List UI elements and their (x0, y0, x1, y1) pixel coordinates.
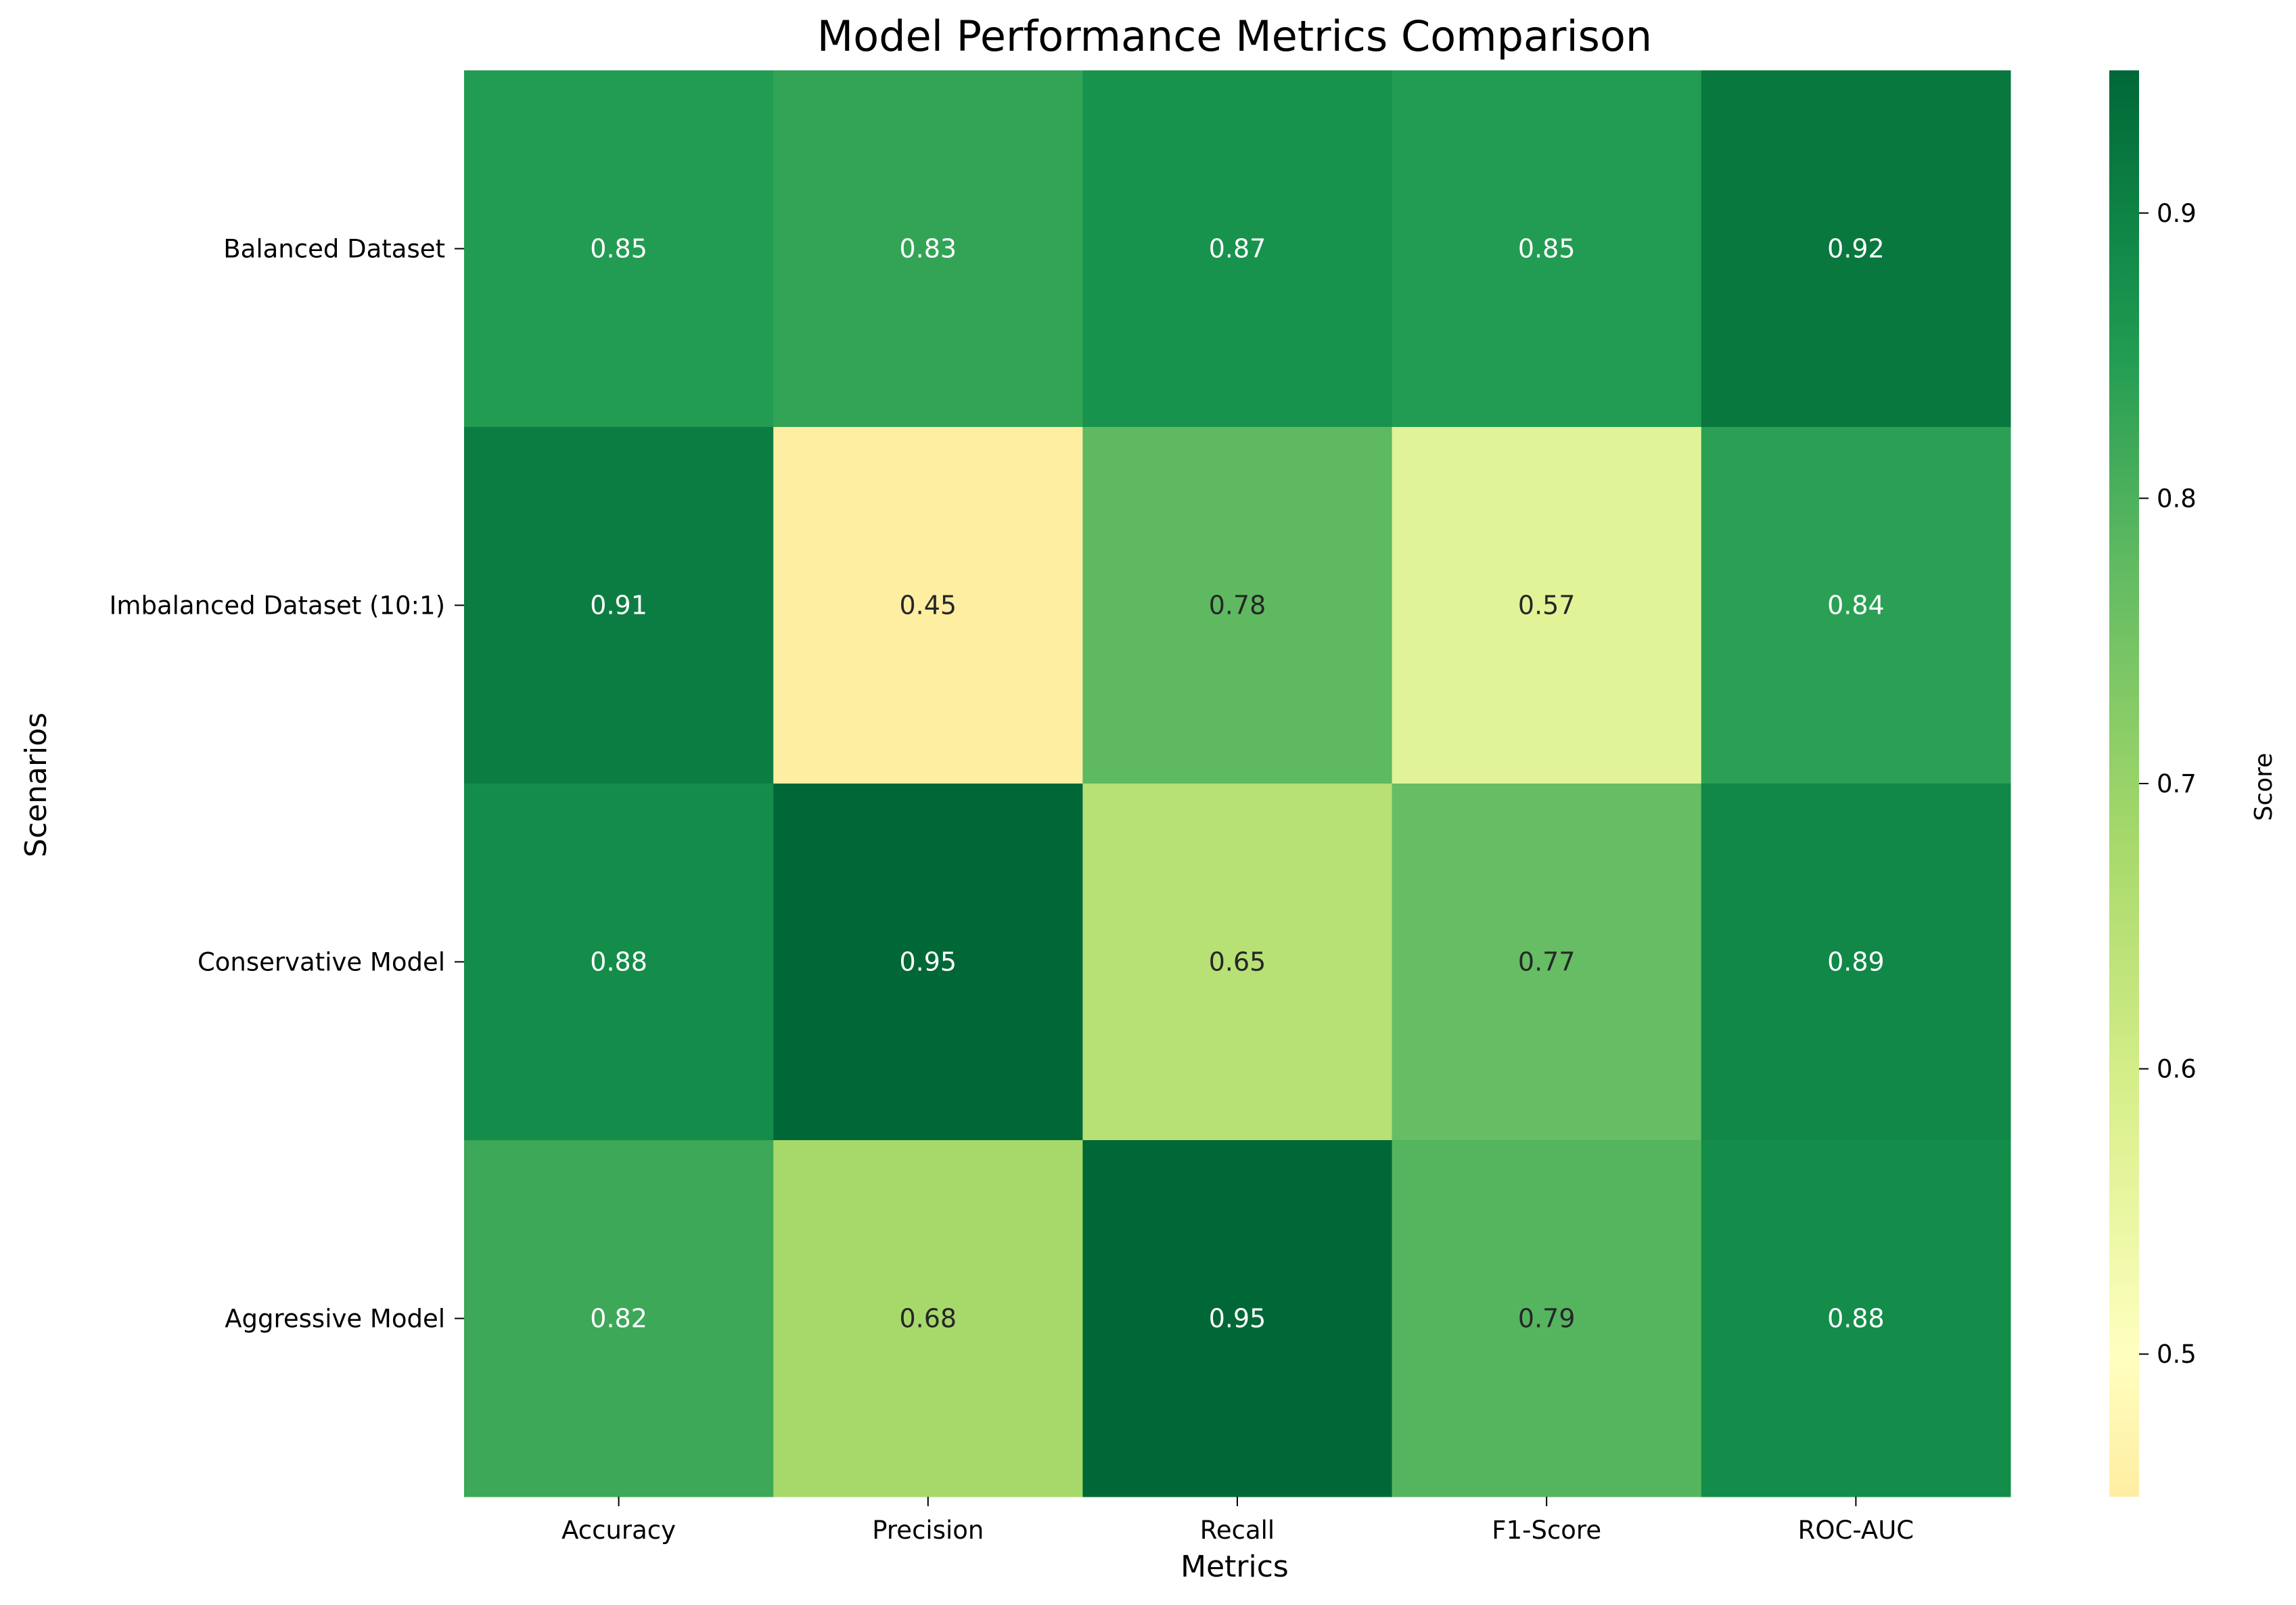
heatmap-cell (1392, 427, 1702, 784)
heatmap-cell (1392, 784, 1702, 1141)
colorbar-tick-label: 0.8 (2157, 484, 2197, 513)
cell-value-label: 0.85 (1518, 234, 1576, 264)
cell-value-label: 0.57 (1518, 591, 1576, 620)
heatmap-cell (773, 784, 1083, 1141)
colorbar-tick-label: 0.7 (2157, 769, 2197, 798)
y-tick-label: Balanced Dataset (223, 235, 445, 264)
y-axis-label: Scenarios (19, 713, 53, 857)
colorbar-tick-label: 0.9 (2157, 199, 2197, 228)
cell-value-label: 0.95 (899, 947, 957, 977)
cell-value-label: 0.83 (899, 234, 957, 264)
y-tick-label: Imbalanced Dataset (10:1) (110, 591, 445, 620)
heatmap-cells: 0.85 0.83 0.87 0.85 0.92 0.91 0.45 0.78 0.57 0.84… (464, 70, 2011, 1497)
cell-value-label: 0.87 (1209, 234, 1266, 264)
heatmap-cell (464, 784, 774, 1141)
heatmap-cell (1701, 427, 2011, 784)
colorbar-tick-label: 0.6 (2157, 1055, 2197, 1084)
cell-value-label: 0.84 (1827, 591, 1885, 620)
y-axis: Balanced Dataset Imbalanced Dataset (10:1… (110, 235, 464, 1334)
cell-value-label: 0.65 (1209, 947, 1266, 977)
cell-value-label: 0.77 (1518, 947, 1576, 977)
heatmap-cell (464, 427, 774, 784)
cell-value-label: 0.91 (590, 591, 647, 620)
heatmap-cell (1082, 427, 1393, 784)
heatmap-cell (1082, 1140, 1393, 1497)
x-tick-label: F1-Score (1492, 1516, 1601, 1545)
cell-value-label: 0.85 (590, 234, 647, 264)
cell-value-label: 0.82 (590, 1304, 647, 1334)
colorbar: 0.5 0.6 0.7 0.8 0.9 (2109, 70, 2197, 1497)
heatmap-cell (773, 427, 1083, 784)
cell-value-label: 0.45 (899, 591, 957, 620)
x-tick-label: Recall (1200, 1516, 1275, 1545)
cell-value-label: 0.68 (899, 1304, 957, 1334)
heatmap-cell (1082, 70, 1393, 428)
cell-value-label: 0.89 (1827, 947, 1885, 977)
colorbar-label: Score (2250, 753, 2278, 821)
colorbar-gradient (2109, 70, 2139, 1497)
heatmap-cell (1701, 1140, 2011, 1497)
cell-value-label: 0.92 (1827, 234, 1885, 264)
heatmap-cell (773, 1140, 1083, 1497)
heatmap-cell (1701, 70, 2011, 428)
heatmap-cell (464, 70, 774, 428)
cell-value-label: 0.78 (1209, 591, 1266, 620)
cell-value-label: 0.79 (1518, 1304, 1576, 1334)
x-tick-label: ROC-AUC (1798, 1516, 1914, 1545)
colorbar-tick-label: 0.5 (2157, 1340, 2197, 1369)
cell-value-label: 0.88 (1827, 1304, 1885, 1334)
heatmap-cell (464, 1140, 774, 1497)
heatmap-cell (773, 70, 1083, 428)
x-axis-label: Metrics (1180, 1550, 1289, 1584)
x-tick-label: Precision (872, 1516, 984, 1545)
cell-value-label: 0.88 (590, 947, 647, 977)
x-axis: Accuracy Precision Recall F1-Score ROC-AUC (561, 1497, 1914, 1545)
heatmap-cell (1701, 784, 2011, 1141)
x-tick-label: Accuracy (561, 1516, 676, 1545)
chart-title: Model Performance Metrics Comparison (817, 12, 1652, 61)
heatmap-cell (1392, 1140, 1702, 1497)
heatmap-cell (1082, 784, 1393, 1141)
y-tick-label: Aggressive Model (225, 1305, 445, 1334)
heatmap-cell (1392, 70, 1702, 428)
cell-value-label: 0.95 (1209, 1304, 1266, 1334)
y-tick-label: Conservative Model (198, 948, 445, 977)
